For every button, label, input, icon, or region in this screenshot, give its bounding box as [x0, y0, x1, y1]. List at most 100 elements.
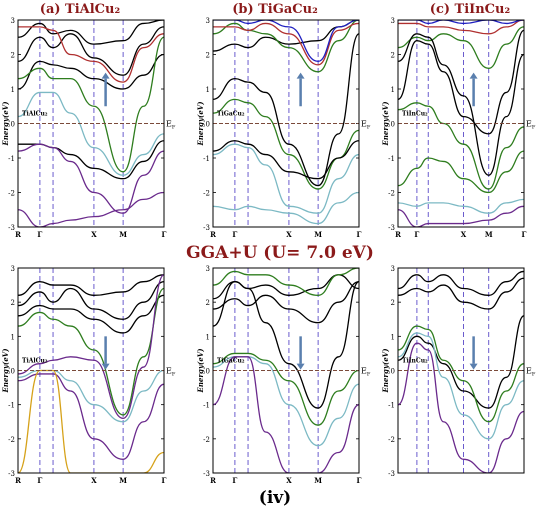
- fermi-label: EF: [361, 367, 371, 378]
- y-tick-label: -3: [203, 224, 210, 232]
- band-line-2: [213, 22, 359, 66]
- y-tick-label: -3: [388, 470, 395, 478]
- chart-a-bottom: -3 -2 -1 0 1 2 3 Energy(eV) EF TiAlCu₂ R Γ X M Γ: [1, 265, 176, 485]
- bands: [213, 268, 359, 473]
- x-tick-label: Γ: [414, 230, 419, 239]
- plot-frame: [17, 267, 165, 474]
- arrow-head: [101, 363, 110, 370]
- y-tick-label: 2: [391, 299, 395, 307]
- y-tick-label: 3: [11, 265, 15, 273]
- band-line-1: [18, 281, 164, 320]
- band-line-4: [18, 274, 164, 419]
- y-tick-label: 1: [11, 86, 15, 94]
- band-line-7: [213, 143, 359, 214]
- y-tick-label: -2: [203, 436, 210, 444]
- x-tick-label: Γ: [357, 230, 362, 239]
- band-line-4: [213, 33, 359, 187]
- arrow-head: [101, 72, 110, 79]
- x-tick-label: Γ: [37, 230, 42, 239]
- x-tick-label: M: [314, 230, 322, 239]
- x-tick-label: Γ: [162, 476, 167, 485]
- band-line-4: [213, 352, 359, 426]
- plot-frame: [17, 19, 165, 228]
- y-tick-label: 0: [206, 121, 210, 129]
- fermi-label: EF: [166, 120, 176, 131]
- y-tick-label: -2: [8, 436, 15, 444]
- x-tick-label: X: [91, 476, 97, 485]
- band-line-1: [398, 277, 524, 310]
- band-line-2: [18, 53, 164, 90]
- y-axis-label: Energy(eV): [1, 348, 10, 393]
- x-tick-label: M: [119, 476, 127, 485]
- band-line-2: [213, 281, 359, 324]
- x-tick-label: R: [395, 230, 401, 239]
- gga-u-title: GGA+U (U= 7.0 eV): [186, 243, 374, 263]
- y-tick-label: 2: [391, 52, 395, 60]
- plot-frame: [397, 267, 525, 474]
- band-line-4: [398, 29, 524, 135]
- y-tick-label: -2: [203, 190, 210, 198]
- x-tick-label: R: [210, 230, 216, 239]
- band-line-3: [213, 281, 359, 409]
- x-tick-label: X: [91, 230, 97, 239]
- y-tick-label: 3: [391, 265, 395, 273]
- title-tiincu2: (c) TiInCu₂: [429, 2, 511, 17]
- x-tick-label: Γ: [162, 230, 167, 239]
- band-line-0: [398, 270, 524, 296]
- band-line-7: [398, 198, 524, 214]
- compound-label: TiGaCu₂: [217, 111, 245, 118]
- y-tick-label: 1: [391, 86, 395, 94]
- x-tick-label: X: [286, 476, 292, 485]
- band-line-2: [18, 294, 164, 334]
- bands: [213, 20, 359, 225]
- compound-label: TiAlCu₂: [22, 111, 48, 118]
- band-line-6: [18, 373, 164, 460]
- band-line-1: [213, 20, 359, 73]
- y-tick-label: 3: [11, 17, 15, 25]
- compound-label: TiGaCu₂: [217, 358, 245, 365]
- band-line-7: [18, 143, 164, 214]
- bands: [398, 270, 524, 473]
- x-tick-label: M: [119, 230, 127, 239]
- y-tick-label: 3: [206, 265, 210, 273]
- y-axis-label: Energy(eV): [1, 101, 10, 146]
- y-tick-label: 0: [391, 368, 395, 376]
- band-line-5: [398, 102, 524, 190]
- y-tick-label: 0: [206, 368, 210, 376]
- arrow-head: [469, 363, 478, 370]
- fermi-label: EF: [526, 367, 536, 378]
- fermi-label: EF: [361, 120, 371, 131]
- y-tick-label: -1: [388, 402, 395, 410]
- title-tigacu2: (b) TiGaCu₂: [232, 2, 318, 17]
- y-tick-label: 2: [11, 52, 15, 60]
- band-line-1: [18, 26, 164, 76]
- y-tick-label: 0: [11, 368, 15, 376]
- y-tick-label: -2: [8, 190, 15, 198]
- band-line-6: [213, 356, 359, 473]
- fermi-label: EF: [526, 120, 536, 131]
- x-tick-label: M: [485, 230, 493, 239]
- arrow-head: [469, 72, 478, 79]
- band-line-5: [398, 342, 524, 473]
- band-line-0: [18, 20, 164, 45]
- y-tick-label: 2: [206, 299, 210, 307]
- band-line-0: [398, 20, 524, 35]
- y-axis-label: Energy(eV): [381, 348, 390, 393]
- x-tick-label: Γ: [232, 476, 237, 485]
- y-tick-label: -1: [8, 402, 15, 410]
- x-tick-label: M: [314, 476, 322, 485]
- x-tick-label: R: [210, 476, 216, 485]
- band-line-4: [18, 36, 164, 173]
- band-line-6: [398, 150, 524, 194]
- y-tick-label: -2: [388, 436, 395, 444]
- band-line-8: [213, 191, 359, 225]
- y-tick-label: -3: [203, 470, 210, 478]
- y-tick-label: -3: [8, 224, 15, 232]
- band-line-6: [213, 140, 359, 180]
- y-tick-label: 2: [206, 52, 210, 60]
- y-tick-label: -1: [203, 155, 210, 163]
- y-tick-label: 1: [206, 333, 210, 341]
- y-axis-label: Energy(eV): [196, 348, 205, 393]
- x-tick-label: X: [461, 230, 467, 239]
- y-tick-label: -1: [203, 402, 210, 410]
